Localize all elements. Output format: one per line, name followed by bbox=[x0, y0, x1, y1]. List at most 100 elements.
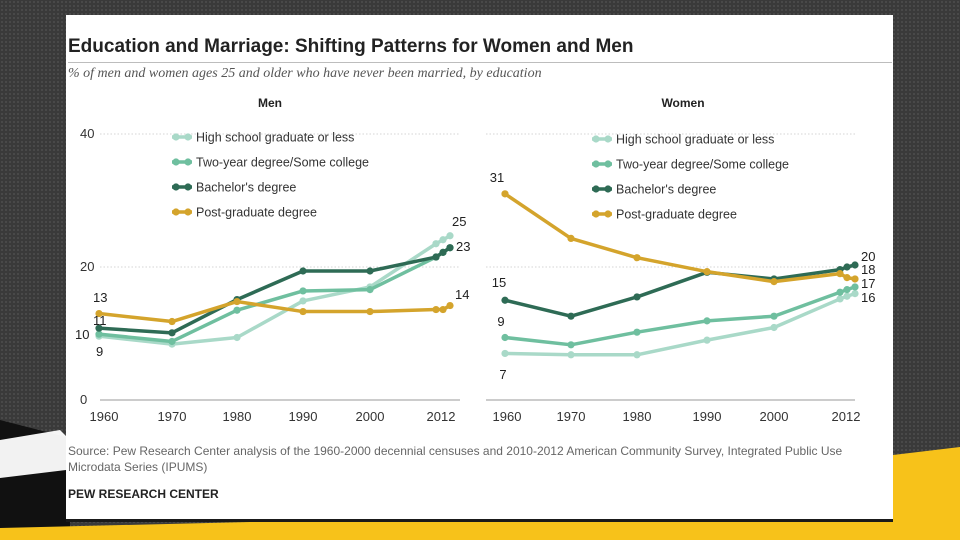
women-data-point bbox=[770, 323, 778, 332]
men-data-point bbox=[432, 240, 440, 248]
women-legend-item: Post-graduate degree bbox=[592, 208, 737, 222]
legend-swatch-dot bbox=[604, 135, 612, 143]
women-data-label: 31 bbox=[490, 170, 504, 185]
women-panel: Women 1960 1970 1980 1990 2000 2012 High school… bbox=[486, 96, 875, 424]
legend-swatch-dot bbox=[172, 183, 180, 191]
men-panel-title: Men bbox=[258, 96, 282, 110]
women-data-label: 20 bbox=[861, 249, 875, 264]
legend-label: Post-graduate degree bbox=[616, 208, 737, 222]
women-data-point bbox=[851, 261, 859, 269]
men-data-point bbox=[299, 297, 307, 305]
men-data-point bbox=[432, 253, 440, 261]
women-data-point bbox=[501, 296, 509, 304]
men-data-point bbox=[299, 287, 307, 295]
women-data-point bbox=[851, 275, 859, 283]
men-data-point bbox=[95, 330, 103, 338]
men-data-point bbox=[168, 337, 176, 346]
women-legend-item: Bachelor's degree bbox=[592, 183, 716, 197]
men-data-point bbox=[95, 324, 103, 332]
women-data-point bbox=[703, 268, 711, 276]
legend-swatch-dot bbox=[592, 210, 600, 218]
women-data-point bbox=[567, 312, 575, 320]
men-data-point bbox=[432, 305, 440, 314]
men-data-point bbox=[366, 267, 374, 275]
women-data-point bbox=[567, 341, 575, 349]
women-data-point bbox=[633, 328, 641, 336]
legend-swatch-dot bbox=[592, 185, 600, 193]
women-data-point bbox=[633, 351, 641, 359]
men-data-label: 11 bbox=[93, 313, 107, 328]
legend-swatch-dot bbox=[604, 185, 612, 193]
men-data-point bbox=[439, 248, 447, 256]
men-data-point bbox=[439, 305, 447, 314]
men-data-point bbox=[168, 329, 176, 337]
women-data-point bbox=[836, 270, 844, 278]
men-data-point bbox=[168, 317, 176, 326]
legend-swatch-dot bbox=[184, 158, 192, 166]
legend-label: Bachelor's degree bbox=[196, 181, 296, 195]
men-series-line-two-year-degree-some-college bbox=[98, 246, 451, 344]
x-tick-label: 1970 bbox=[158, 409, 187, 424]
organization-label: PEW RESEARCH CENTER bbox=[68, 487, 219, 501]
women-data-point bbox=[843, 286, 851, 294]
legend-swatch-dot bbox=[592, 160, 600, 168]
women-data-label: 16 bbox=[861, 290, 875, 305]
men-data-point bbox=[299, 267, 307, 275]
women-data-label: 18 bbox=[861, 262, 875, 277]
x-tick-label: 1970 bbox=[557, 409, 586, 424]
women-data-point bbox=[501, 349, 509, 358]
women-legend-item: Two-year degree/Some college bbox=[592, 158, 789, 172]
women-data-point bbox=[851, 283, 859, 291]
men-data-point bbox=[233, 333, 241, 342]
women-data-point bbox=[703, 336, 711, 344]
x-tick-label: 2012 bbox=[427, 409, 456, 424]
y-tick-label: 0 bbox=[80, 392, 87, 407]
legend-label: Two-year degree/Some college bbox=[196, 156, 369, 170]
men-data-point bbox=[233, 297, 241, 306]
women-data-point bbox=[770, 312, 778, 320]
women-panel-title: Women bbox=[661, 96, 704, 110]
legend-swatch-dot bbox=[184, 208, 192, 216]
men-data-point bbox=[95, 309, 103, 318]
women-data-point bbox=[567, 234, 575, 243]
legend-swatch-dot bbox=[172, 133, 180, 141]
women-data-point bbox=[703, 317, 711, 325]
women-data-point bbox=[567, 351, 575, 359]
legend-swatch-dot bbox=[184, 183, 192, 191]
legend-swatch-dot bbox=[184, 133, 192, 141]
women-data-point bbox=[843, 292, 851, 300]
legend-swatch-dot bbox=[604, 160, 612, 168]
women-data-point bbox=[501, 333, 509, 342]
men-data-point bbox=[299, 307, 307, 316]
women-series-line-bachelor-s-degree bbox=[504, 263, 856, 318]
y-tick-label: 20 bbox=[80, 259, 94, 274]
women-data-point bbox=[836, 288, 844, 296]
x-tick-label: 1980 bbox=[223, 409, 252, 424]
women-data-label: 17 bbox=[861, 276, 875, 291]
x-tick-label: 2000 bbox=[760, 409, 789, 424]
women-data-label: 7 bbox=[499, 367, 506, 382]
men-legend-item: High school graduate or less bbox=[172, 131, 354, 145]
x-tick-label: 2012 bbox=[832, 409, 861, 424]
women-legend-item: High school graduate or less bbox=[592, 133, 774, 147]
men-data-point bbox=[366, 286, 374, 294]
x-tick-label: 1980 bbox=[623, 409, 652, 424]
men-data-label: 10 bbox=[75, 327, 89, 342]
men-data-label: 25 bbox=[452, 214, 466, 229]
men-data-point bbox=[366, 307, 374, 316]
men-data-label: 13 bbox=[93, 290, 107, 305]
x-tick-label: 1990 bbox=[289, 409, 318, 424]
chart-title: Education and Marriage: Shifting Pattern… bbox=[68, 36, 634, 57]
card-divider bbox=[66, 519, 893, 522]
y-tick-label: 40 bbox=[80, 126, 94, 141]
men-data-label: 9 bbox=[96, 344, 103, 359]
chart-subtitle: % of men and women ages 25 and older who… bbox=[68, 66, 542, 81]
chart-card bbox=[66, 15, 893, 522]
women-data-point bbox=[501, 190, 509, 198]
legend-swatch-dot bbox=[172, 208, 180, 216]
women-data-point bbox=[633, 254, 641, 262]
x-tick-label: 2000 bbox=[356, 409, 385, 424]
x-tick-label: 1960 bbox=[90, 409, 119, 424]
x-tick-label: 1960 bbox=[493, 409, 522, 424]
